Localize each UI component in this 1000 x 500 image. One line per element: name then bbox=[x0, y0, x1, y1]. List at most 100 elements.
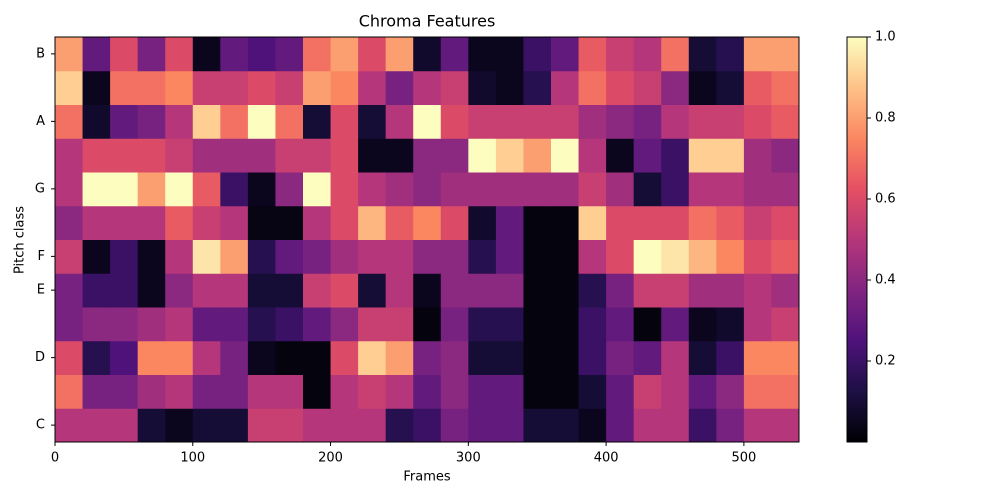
heatmap-cell bbox=[55, 37, 84, 72]
heatmap-cell bbox=[330, 70, 359, 105]
heatmap-cell bbox=[578, 70, 607, 105]
heatmap-cell bbox=[633, 37, 662, 72]
heatmap-cell bbox=[440, 172, 469, 207]
x-tick-label: 400 bbox=[594, 451, 619, 466]
heatmap-cell bbox=[661, 172, 690, 207]
heatmap-cell bbox=[551, 374, 580, 409]
heatmap-cell bbox=[468, 408, 497, 443]
heatmap-cell bbox=[55, 273, 84, 308]
heatmap-cell bbox=[82, 374, 111, 409]
heatmap-cell bbox=[247, 239, 276, 274]
heatmap-cell bbox=[440, 104, 469, 139]
heatmap-cell bbox=[110, 205, 139, 240]
heatmap-cell bbox=[385, 239, 414, 274]
heatmap-cell bbox=[220, 172, 249, 207]
heatmap-cell bbox=[633, 307, 662, 342]
heatmap-cell bbox=[413, 307, 442, 342]
heatmap-cell bbox=[137, 374, 166, 409]
y-axis-label: Pitch class bbox=[13, 206, 28, 274]
heatmap-cell bbox=[165, 239, 194, 274]
heatmap-cell bbox=[413, 172, 442, 207]
heatmap-cell bbox=[275, 239, 304, 274]
heatmap-cell bbox=[192, 273, 221, 308]
heatmap-cell bbox=[468, 138, 497, 173]
heatmap-cell bbox=[633, 104, 662, 139]
heatmap-cell bbox=[413, 408, 442, 443]
heatmap-cell bbox=[137, 273, 166, 308]
heatmap-cell bbox=[165, 205, 194, 240]
heatmap-cell bbox=[523, 37, 552, 72]
heatmap-cell bbox=[247, 374, 276, 409]
heatmap-cell bbox=[716, 104, 745, 139]
heatmap-cell bbox=[495, 104, 524, 139]
heatmap-cell bbox=[495, 37, 524, 72]
heatmap-cell bbox=[771, 37, 800, 72]
heatmap-cell bbox=[358, 408, 387, 443]
heatmap-cell bbox=[716, 70, 745, 105]
y-tick-label: G bbox=[35, 181, 45, 196]
heatmap-cell bbox=[523, 172, 552, 207]
heatmap-cell bbox=[165, 273, 194, 308]
heatmap-cell bbox=[275, 104, 304, 139]
heatmap-cell bbox=[275, 307, 304, 342]
heatmap-cell bbox=[661, 205, 690, 240]
heatmap-cell bbox=[303, 172, 332, 207]
y-tick-label: F bbox=[38, 249, 45, 264]
heatmap-cell bbox=[661, 37, 690, 72]
heatmap-cell bbox=[275, 374, 304, 409]
heatmap-cell bbox=[413, 138, 442, 173]
heatmap-cell bbox=[606, 104, 635, 139]
heatmap-cell bbox=[688, 307, 717, 342]
heatmap-cell bbox=[165, 408, 194, 443]
heatmap-cell bbox=[358, 37, 387, 72]
heatmap-cell bbox=[551, 172, 580, 207]
heatmap-cell bbox=[330, 205, 359, 240]
heatmap-cell bbox=[606, 172, 635, 207]
y-tick-label: C bbox=[36, 418, 45, 433]
heatmap-cell bbox=[633, 205, 662, 240]
heatmap-cell bbox=[661, 239, 690, 274]
heatmap-cell bbox=[220, 408, 249, 443]
heatmap-cell bbox=[247, 340, 276, 375]
heatmap-cell bbox=[468, 70, 497, 105]
heatmap-cell bbox=[523, 307, 552, 342]
heatmap-cell bbox=[275, 408, 304, 443]
heatmap-cell bbox=[55, 374, 84, 409]
heatmap-cell bbox=[247, 104, 276, 139]
heatmap-cell bbox=[633, 70, 662, 105]
heatmap-cell bbox=[192, 374, 221, 409]
x-axis-label: Frames bbox=[403, 470, 451, 485]
heatmap-cell bbox=[358, 205, 387, 240]
heatmap-cell bbox=[440, 37, 469, 72]
heatmap-cell bbox=[606, 138, 635, 173]
heatmap-cell bbox=[633, 273, 662, 308]
heatmap-cell bbox=[192, 138, 221, 173]
heatmap-cell bbox=[303, 307, 332, 342]
heatmap-cell bbox=[330, 408, 359, 443]
heatmap-cell bbox=[358, 239, 387, 274]
heatmap-cell bbox=[303, 239, 332, 274]
x-tick-label: 200 bbox=[318, 451, 343, 466]
heatmap-cell bbox=[220, 239, 249, 274]
heatmap-cell bbox=[578, 205, 607, 240]
heatmap-cell bbox=[551, 307, 580, 342]
heatmap-cell bbox=[551, 104, 580, 139]
heatmap-cell bbox=[743, 239, 772, 274]
heatmap-cell bbox=[385, 374, 414, 409]
heatmap-cell bbox=[551, 70, 580, 105]
heatmap-cell bbox=[468, 172, 497, 207]
heatmap-cell bbox=[716, 205, 745, 240]
heatmap-cell bbox=[413, 70, 442, 105]
heatmap-cell bbox=[688, 205, 717, 240]
heatmap-cell bbox=[468, 273, 497, 308]
heatmap-cell bbox=[82, 138, 111, 173]
heatmap-cell bbox=[468, 37, 497, 72]
heatmap-cell bbox=[688, 374, 717, 409]
heatmap-cell bbox=[82, 172, 111, 207]
y-tick-label: D bbox=[35, 350, 45, 365]
heatmap-cell bbox=[523, 104, 552, 139]
heatmap-cell bbox=[110, 408, 139, 443]
heatmap-cell bbox=[716, 138, 745, 173]
heatmap-cell bbox=[137, 408, 166, 443]
